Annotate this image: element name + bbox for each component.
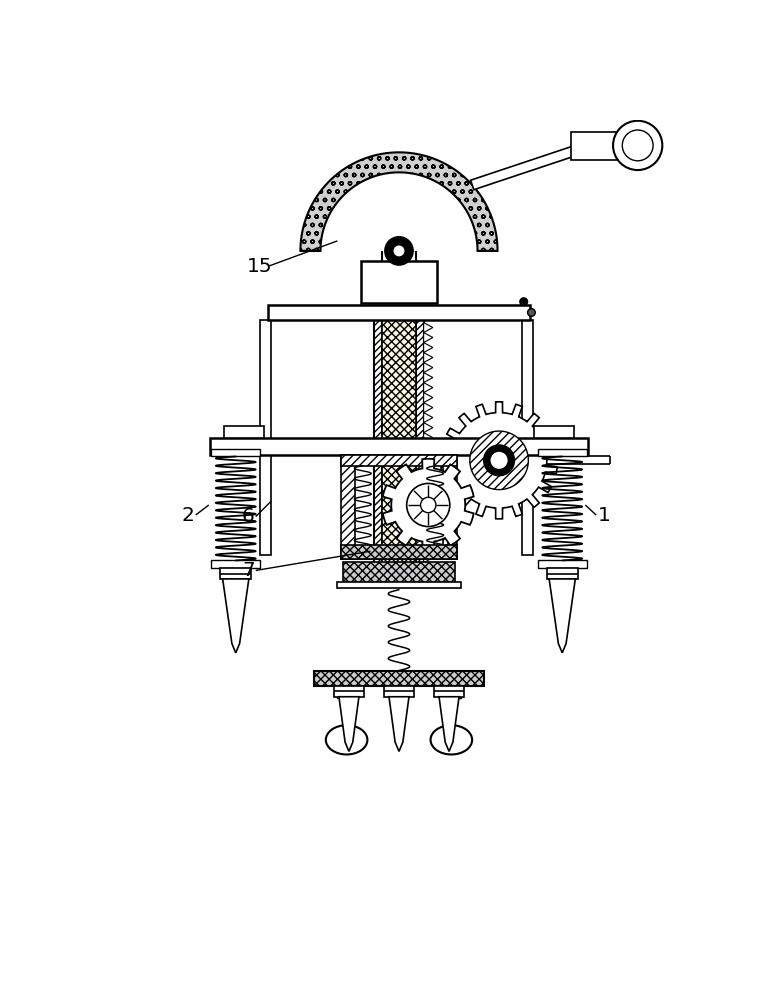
Polygon shape	[423, 473, 433, 483]
Polygon shape	[441, 402, 557, 519]
Text: 1: 1	[598, 506, 611, 525]
Bar	[375, 320, 382, 567]
Bar	[260, 320, 271, 555]
Polygon shape	[439, 697, 459, 751]
Polygon shape	[423, 443, 433, 453]
Bar	[416, 320, 423, 567]
Polygon shape	[423, 483, 433, 493]
Polygon shape	[470, 431, 529, 490]
Polygon shape	[423, 393, 433, 403]
Polygon shape	[423, 383, 433, 393]
Polygon shape	[423, 403, 433, 413]
Bar	[314, 671, 484, 686]
Circle shape	[420, 497, 436, 513]
Bar	[343, 562, 455, 584]
Bar	[361, 261, 437, 303]
Bar	[211, 560, 260, 568]
Polygon shape	[423, 333, 433, 343]
Polygon shape	[423, 433, 433, 443]
Bar	[538, 560, 587, 568]
Polygon shape	[300, 152, 498, 251]
Bar	[522, 320, 533, 555]
Polygon shape	[389, 697, 409, 751]
Polygon shape	[423, 513, 433, 523]
Circle shape	[393, 245, 405, 257]
Polygon shape	[423, 453, 433, 463]
Polygon shape	[423, 363, 433, 373]
Polygon shape	[223, 579, 248, 653]
Polygon shape	[423, 553, 433, 563]
Circle shape	[520, 298, 528, 306]
Bar	[341, 548, 457, 559]
Circle shape	[622, 130, 653, 161]
Polygon shape	[423, 533, 433, 543]
Polygon shape	[423, 323, 433, 333]
Polygon shape	[471, 132, 618, 190]
Circle shape	[406, 483, 450, 527]
Polygon shape	[423, 493, 433, 503]
Polygon shape	[423, 343, 433, 353]
Bar	[341, 545, 457, 559]
Bar	[384, 686, 414, 697]
Bar	[268, 305, 530, 320]
Polygon shape	[423, 463, 433, 473]
Bar	[538, 449, 587, 456]
Bar	[443, 455, 457, 559]
Bar	[341, 455, 457, 466]
Bar	[546, 568, 577, 579]
Text: 7: 7	[242, 561, 255, 580]
Circle shape	[385, 237, 413, 265]
Polygon shape	[383, 459, 474, 551]
Polygon shape	[423, 373, 433, 383]
Text: 15: 15	[247, 257, 272, 276]
Text: 2: 2	[182, 506, 195, 525]
Bar	[442, 686, 461, 698]
Bar	[334, 686, 365, 697]
Circle shape	[528, 309, 536, 316]
Ellipse shape	[430, 725, 472, 754]
Polygon shape	[423, 503, 433, 513]
Polygon shape	[423, 413, 433, 423]
Circle shape	[490, 451, 509, 470]
Bar	[211, 449, 260, 456]
Ellipse shape	[326, 725, 368, 754]
Polygon shape	[423, 523, 433, 533]
Bar	[221, 568, 251, 579]
Bar	[337, 686, 356, 698]
Bar	[382, 320, 416, 567]
Bar	[433, 686, 464, 697]
Bar	[571, 132, 618, 160]
Circle shape	[484, 445, 515, 476]
Polygon shape	[423, 423, 433, 433]
Bar	[224, 426, 264, 438]
Bar	[211, 438, 587, 455]
Polygon shape	[339, 697, 359, 751]
Bar	[341, 455, 355, 559]
Polygon shape	[549, 579, 575, 653]
Polygon shape	[423, 543, 433, 553]
Bar	[337, 582, 461, 588]
Polygon shape	[423, 353, 433, 363]
Bar	[534, 426, 574, 438]
Circle shape	[613, 121, 663, 170]
Text: 6: 6	[242, 507, 255, 526]
